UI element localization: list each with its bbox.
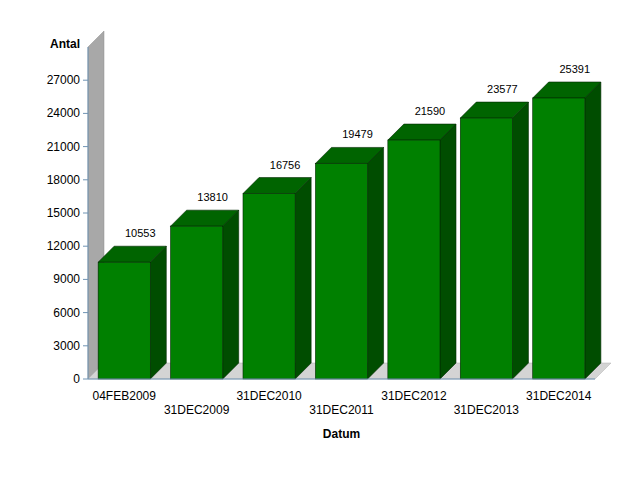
y-tick xyxy=(83,312,88,313)
y-tick-label: 18000 xyxy=(47,173,81,187)
bar xyxy=(533,82,601,379)
y-tick xyxy=(83,246,88,247)
bar-top xyxy=(243,178,311,194)
chart: 10553 13810 16756 19479 21590 23577 25391 0 3000… xyxy=(0,0,640,480)
bar-side xyxy=(150,246,166,379)
y-tick-label: 27000 xyxy=(47,73,81,87)
bar-top xyxy=(315,147,383,163)
bar-side xyxy=(368,147,384,379)
y-tick xyxy=(83,279,88,280)
y-tick xyxy=(83,379,88,380)
bar xyxy=(460,102,528,379)
data-label: 23577 xyxy=(487,83,518,95)
data-label: 19479 xyxy=(342,128,373,140)
bar-top xyxy=(98,246,166,262)
x-tick-label: 31DEC2012 xyxy=(381,389,447,403)
y-tick xyxy=(83,113,88,114)
bar-front xyxy=(171,226,223,379)
data-label: 21590 xyxy=(415,105,446,117)
data-label: 13810 xyxy=(197,191,228,203)
bar-side xyxy=(295,178,311,379)
x-tick-label: 31DEC2010 xyxy=(236,389,302,403)
y-axis-title: Antal xyxy=(50,37,80,51)
y-tick xyxy=(83,213,88,214)
bar-front xyxy=(98,262,150,379)
y-tick-label: 15000 xyxy=(47,206,81,220)
y-tick xyxy=(83,179,88,180)
bar-side xyxy=(440,124,456,379)
y-tick xyxy=(83,345,88,346)
bar-top xyxy=(533,82,601,98)
x-tick-label: 31DEC2013 xyxy=(454,403,520,417)
x-tick-label: 31DEC2011 xyxy=(309,403,374,417)
y-tick-label: 9000 xyxy=(53,272,80,286)
bars xyxy=(98,82,601,379)
bar-front xyxy=(533,98,585,379)
bar-side xyxy=(223,210,239,379)
bar-top xyxy=(460,102,528,118)
bar xyxy=(243,178,311,379)
bar-top xyxy=(388,124,456,140)
y-tick-label: 6000 xyxy=(53,306,80,320)
x-tick-label: 31DEC2014 xyxy=(526,389,592,403)
y-tick-label: 21000 xyxy=(47,140,81,154)
bar-side xyxy=(512,102,528,379)
bar xyxy=(171,210,239,379)
y-tick-label: 3000 xyxy=(53,339,80,353)
bar-front xyxy=(388,140,440,379)
x-tick-label: 04FEB2009 xyxy=(93,389,157,403)
x-axis xyxy=(88,379,595,380)
data-label: 16756 xyxy=(270,159,301,171)
data-label: 25391 xyxy=(559,63,590,75)
x-tick-label: 31DEC2009 xyxy=(164,403,230,417)
bar xyxy=(315,147,383,379)
y-tick-label: 12000 xyxy=(47,239,81,253)
y-tick xyxy=(83,80,88,81)
y-tick-label: 0 xyxy=(73,372,80,386)
bar-front xyxy=(243,194,295,379)
bar-front xyxy=(315,163,367,379)
bar-side xyxy=(585,82,601,379)
bar-top xyxy=(171,210,239,226)
y-tick xyxy=(83,146,88,147)
data-label: 10553 xyxy=(125,227,156,239)
y-tick-label: 24000 xyxy=(47,106,81,120)
bar-front xyxy=(460,118,512,379)
bar xyxy=(98,246,166,379)
x-axis-title: Datum xyxy=(323,427,360,441)
bar xyxy=(388,124,456,379)
